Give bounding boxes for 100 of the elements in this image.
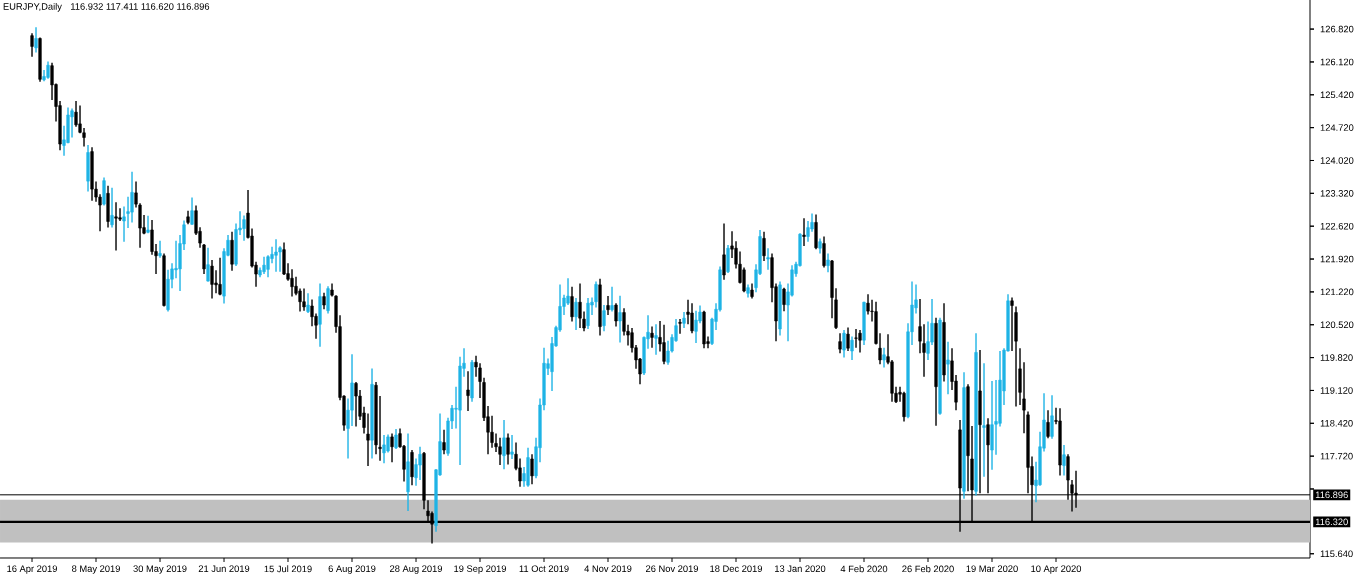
candlestick	[826, 252, 830, 273]
candlestick	[650, 325, 654, 349]
candlestick	[762, 231, 766, 262]
candlestick	[210, 259, 214, 300]
chart-subtitle: 116.932 117.411 116.620 116.896	[71, 3, 210, 10]
candlestick	[274, 238, 278, 273]
candlestick	[838, 332, 842, 355]
y-tick-label: 125.420	[1320, 91, 1354, 99]
candlestick	[694, 309, 698, 344]
y-tick-label: 122.620	[1320, 222, 1354, 230]
candlestick	[842, 329, 846, 359]
candlestick	[158, 240, 162, 259]
x-tick-label: 26 Feb 2020	[902, 565, 954, 573]
candlestick	[510, 434, 514, 460]
candlestick	[614, 302, 618, 328]
candlestick	[682, 311, 686, 329]
ref-line-label: 116.320	[1315, 518, 1348, 526]
candlestick	[578, 282, 582, 329]
candlestick	[102, 176, 106, 207]
chart-title: EURJPY,Daily	[3, 2, 62, 12]
x-tick-label: 4 Feb 2020	[840, 565, 888, 573]
y-tick-label: 115.640	[1320, 550, 1353, 558]
candlestick	[242, 214, 246, 242]
y-tick-label: 117.720	[1320, 452, 1353, 460]
candlestick	[726, 244, 730, 274]
candlestick	[854, 328, 858, 349]
candlestick	[802, 217, 806, 247]
candlestick	[466, 370, 470, 412]
y-tick-label: 126.820	[1320, 25, 1354, 33]
candlestick	[206, 247, 210, 283]
candlestick	[302, 287, 306, 312]
candlestick	[678, 318, 682, 335]
y-tick-label: 119.120	[1320, 387, 1353, 394]
candlestick	[586, 297, 590, 330]
candlestick	[114, 201, 118, 252]
candlestick	[742, 266, 746, 294]
candlestick	[610, 286, 614, 313]
candlestick	[34, 26, 38, 54]
candlestick	[662, 324, 666, 365]
x-tick-label: 6 Aug 2019	[328, 565, 376, 574]
candlestick	[30, 32, 34, 58]
candlestick	[498, 437, 502, 466]
y-tick-label: 119.820	[1320, 354, 1353, 361]
candlestick	[506, 432, 510, 466]
candlestick	[570, 286, 574, 323]
candlestick	[882, 347, 886, 369]
candlestick	[230, 231, 234, 272]
candlestick	[82, 127, 86, 148]
candlestick	[858, 329, 862, 354]
x-tick-label: 19 Mar 2020	[966, 565, 1018, 572]
candlestick	[530, 453, 534, 486]
candlestick	[354, 381, 358, 428]
candlestick	[666, 340, 670, 366]
y-tick-label: 124.020	[1320, 157, 1354, 164]
y-tick-label: 118.420	[1320, 420, 1353, 427]
candlestick	[502, 419, 506, 470]
candlestick	[146, 215, 150, 234]
candlestick	[218, 256, 222, 296]
candlestick	[110, 187, 114, 229]
x-tick-label: 11 Oct 2019	[519, 565, 569, 572]
candlestick	[574, 297, 578, 331]
x-tick-label: 15 Jul 2019	[264, 565, 312, 573]
candlestick	[442, 429, 446, 455]
x-tick-label: 4 Nov 2019	[584, 565, 632, 572]
x-tick-label: 28 Aug 2019	[390, 565, 443, 574]
candlestick	[130, 171, 134, 224]
candlestick	[1050, 394, 1054, 440]
candlestick	[618, 294, 622, 344]
x-tick-label: 19 Sep 2019	[454, 565, 507, 574]
x-tick-label: 21 Jun 2019	[198, 565, 250, 572]
candlestick	[382, 434, 386, 464]
candlestick	[654, 323, 658, 356]
candlestick	[306, 292, 310, 314]
candlestick	[390, 432, 394, 463]
candlestick	[1046, 409, 1050, 440]
x-tick-label: 30 May 2019	[133, 565, 187, 574]
candlestick	[1010, 296, 1014, 352]
candlestick	[766, 247, 770, 271]
x-tick-label: 26 Nov 2019	[646, 565, 699, 572]
candlestick	[946, 340, 950, 395]
candlestick	[70, 107, 74, 139]
x-tick-label: 13 Jan 2020	[775, 565, 826, 572]
candlestick	[1062, 444, 1066, 477]
y-tick-label: 121.920	[1320, 255, 1354, 263]
candlestick	[326, 285, 330, 315]
candlestick	[822, 235, 826, 269]
candlestick	[722, 222, 726, 281]
y-tick-label: 120.520	[1320, 321, 1354, 329]
candlestick	[190, 196, 194, 226]
x-tick-label: 16 Apr 2019	[7, 565, 57, 574]
candlestick	[602, 304, 606, 333]
y-tick-label: 123.320	[1320, 190, 1354, 197]
x-tick-label: 18 Dec 2019	[710, 565, 763, 572]
y-tick-label: 124.720	[1320, 124, 1354, 131]
x-tick-label: 10 Apr 2020	[1031, 565, 1082, 574]
candlestick	[394, 428, 398, 450]
x-tick-label: 8 May 2019	[72, 565, 120, 574]
candlestick	[982, 362, 986, 478]
y-tick-label: 126.120	[1320, 58, 1354, 66]
candlestick	[690, 302, 694, 334]
